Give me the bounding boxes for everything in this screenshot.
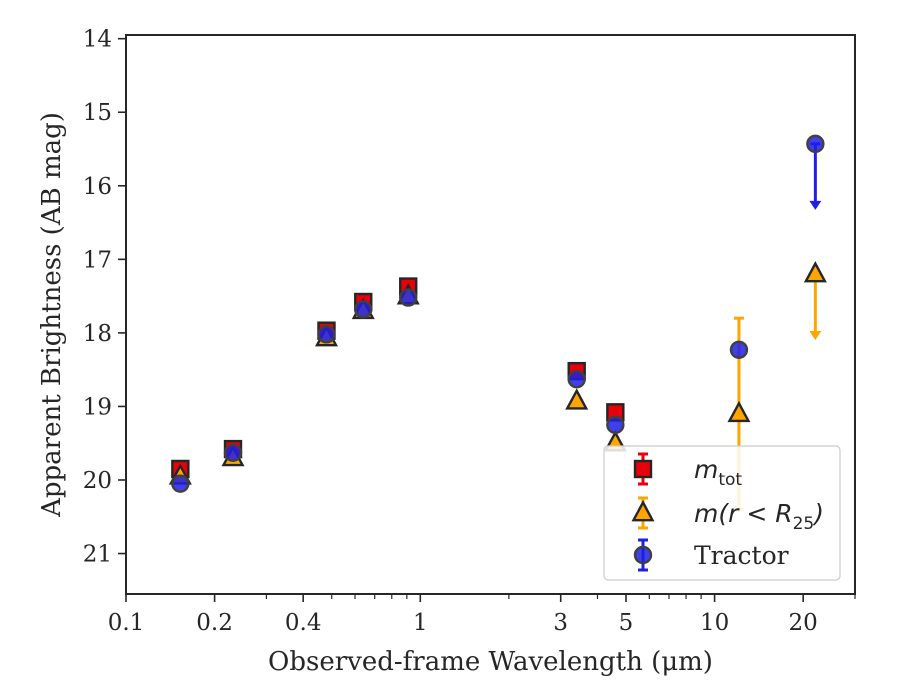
x-tick-label: 3 xyxy=(553,610,568,636)
axes: 14 15 16 17 18 19 20 21 0.1 0.2 0.4 1 3 5 10 20 xyxy=(83,27,856,636)
legend-entry: Tractor xyxy=(633,538,789,572)
upper-limit-arrow xyxy=(809,142,822,210)
legend-label: m(r < R25) xyxy=(694,499,824,534)
x-tick-label: 5 xyxy=(619,610,634,636)
y-tick-label: 15 xyxy=(83,100,112,126)
legend-marker-circle xyxy=(633,545,653,565)
upper-limit-head xyxy=(809,200,822,210)
y-tick-label: 16 xyxy=(83,174,112,200)
y-tick-label: 19 xyxy=(83,394,112,420)
data-point-triangle xyxy=(727,400,751,423)
legend-entry: m(r < R25) xyxy=(631,496,824,534)
legend-label-main: Tractor xyxy=(694,541,789,570)
data-point-circle xyxy=(223,443,243,462)
legend-entry: mtot xyxy=(633,452,742,490)
y-tick-label: 20 xyxy=(83,468,112,494)
legend-label-sub: 25 xyxy=(793,514,815,534)
y-axis-label: Apparent Brightness (AB mag) xyxy=(37,112,67,518)
data-point-circle xyxy=(567,370,586,389)
data-point-triangle xyxy=(565,388,589,410)
data-point-triangle xyxy=(803,260,827,283)
y-tick-label: 18 xyxy=(83,321,112,347)
data-point-circle xyxy=(729,340,749,360)
y-tick-label: 17 xyxy=(83,247,112,273)
x-tick-label: 1 xyxy=(413,610,428,636)
legend-label-main: m(r < R xyxy=(694,499,793,528)
y-tick-label: 21 xyxy=(83,542,112,568)
y-tick-label: 14 xyxy=(83,27,112,53)
data-point-circle xyxy=(171,474,190,493)
x-tick-label: 20 xyxy=(789,610,818,636)
legend-label: mtot xyxy=(694,455,742,490)
legend: mtot m(r < R25) Tractor xyxy=(603,445,841,581)
upper-limit-arrow xyxy=(809,272,822,341)
plot-frame xyxy=(125,34,856,595)
legend-label-tail: ) xyxy=(812,499,824,528)
data-point-circle xyxy=(606,415,625,435)
x-tick-label: 0.2 xyxy=(196,610,233,636)
upper-limit-head xyxy=(809,331,822,341)
plot-marks xyxy=(168,134,827,511)
data-point-circle xyxy=(317,325,336,344)
x-tick-label: 0.4 xyxy=(285,610,322,636)
series-circle xyxy=(809,142,822,210)
x-tick-label: 0.1 xyxy=(108,610,145,636)
x-tick-label: 10 xyxy=(700,610,729,636)
x-axis-label: Observed-frame Wavelength (μm) xyxy=(268,647,713,677)
series-points-circle xyxy=(171,134,825,493)
data-point-circle xyxy=(806,134,825,154)
legend-label-main: m xyxy=(694,455,718,484)
data-point-circle xyxy=(354,300,373,319)
legend-label: Tractor xyxy=(694,541,789,570)
data-point-circle xyxy=(399,288,418,307)
legend-box xyxy=(603,445,841,581)
legend-marker-square xyxy=(633,459,653,479)
legend-label-sub: tot xyxy=(718,470,742,490)
legend-marker-triangle xyxy=(631,499,655,522)
